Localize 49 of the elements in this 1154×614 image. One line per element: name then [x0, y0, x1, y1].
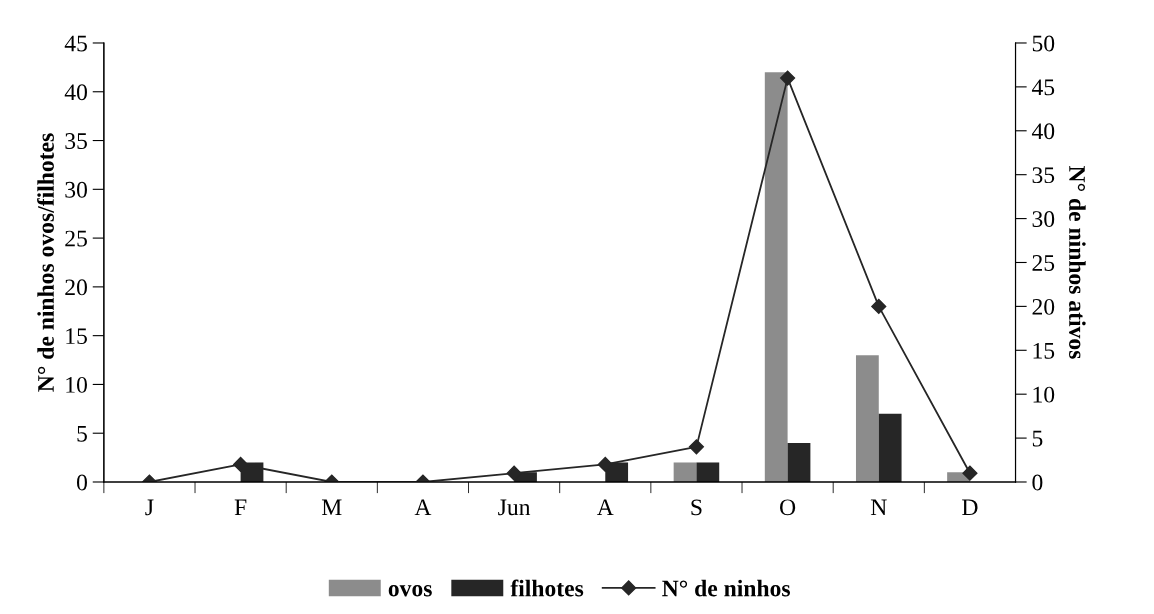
bar: [673, 462, 697, 482]
x-tick-label: M: [321, 499, 342, 516]
y-tick-label: 0: [76, 474, 87, 491]
legend-label: N° de ninhos: [662, 579, 790, 597]
y-tick-label: 45: [64, 35, 87, 52]
x-tick-label: F: [234, 499, 247, 516]
y2-tick-label: 45: [1031, 79, 1055, 96]
y-tick-label: 10: [66, 376, 87, 393]
x-tick-label: A: [414, 499, 432, 516]
y-tick-label: 25: [65, 230, 87, 247]
y2-tick-label: 30: [1032, 211, 1055, 228]
y-tick-label: 15: [66, 328, 87, 345]
y-tick-label: 30: [65, 181, 87, 198]
point: [780, 70, 796, 86]
y2-tick-label: 10: [1033, 386, 1055, 403]
bar: [878, 413, 902, 482]
x-tick-label: A: [596, 499, 614, 516]
y-tick-label: 20: [65, 279, 87, 296]
y-axis-title: N° de ninhos ovos/filhotes: [37, 133, 54, 392]
x-tick-label: O: [780, 499, 796, 516]
legend-label: ovos: [388, 585, 432, 597]
bar: [696, 462, 720, 482]
point: [688, 439, 705, 455]
point: [506, 465, 522, 481]
y2-tick-label: 15: [1033, 342, 1055, 359]
x-tick-label: Jun: [498, 499, 531, 516]
y-tick-label: 35: [65, 133, 87, 149]
y-tick-label: 5: [77, 425, 87, 442]
y2-tick-label: 35: [1032, 167, 1055, 184]
point: [962, 465, 978, 481]
y2-tick-label: 50: [1032, 35, 1055, 52]
x-tick-label: S: [691, 499, 702, 516]
point: [871, 298, 887, 314]
y2-axis-title: N° de ninhos ativos: [1069, 166, 1086, 359]
y-tick-label: 40: [64, 84, 87, 101]
y2-tick-label: 20: [1032, 298, 1055, 315]
y2-tick-label: 5: [1032, 430, 1043, 447]
y2-tick-label: 40: [1031, 123, 1055, 140]
y2-tick-label: 0: [1032, 474, 1043, 491]
point: [233, 456, 249, 472]
x-tick-label: J: [145, 499, 154, 516]
x-tick-label: D: [962, 499, 978, 516]
bar: [764, 72, 788, 482]
x-tick-label: N: [870, 499, 887, 516]
bar: [787, 442, 811, 482]
point: [597, 456, 613, 472]
legend-label: filhotes: [510, 579, 584, 597]
bar: [855, 355, 879, 482]
y2-tick-label: 25: [1032, 255, 1055, 271]
